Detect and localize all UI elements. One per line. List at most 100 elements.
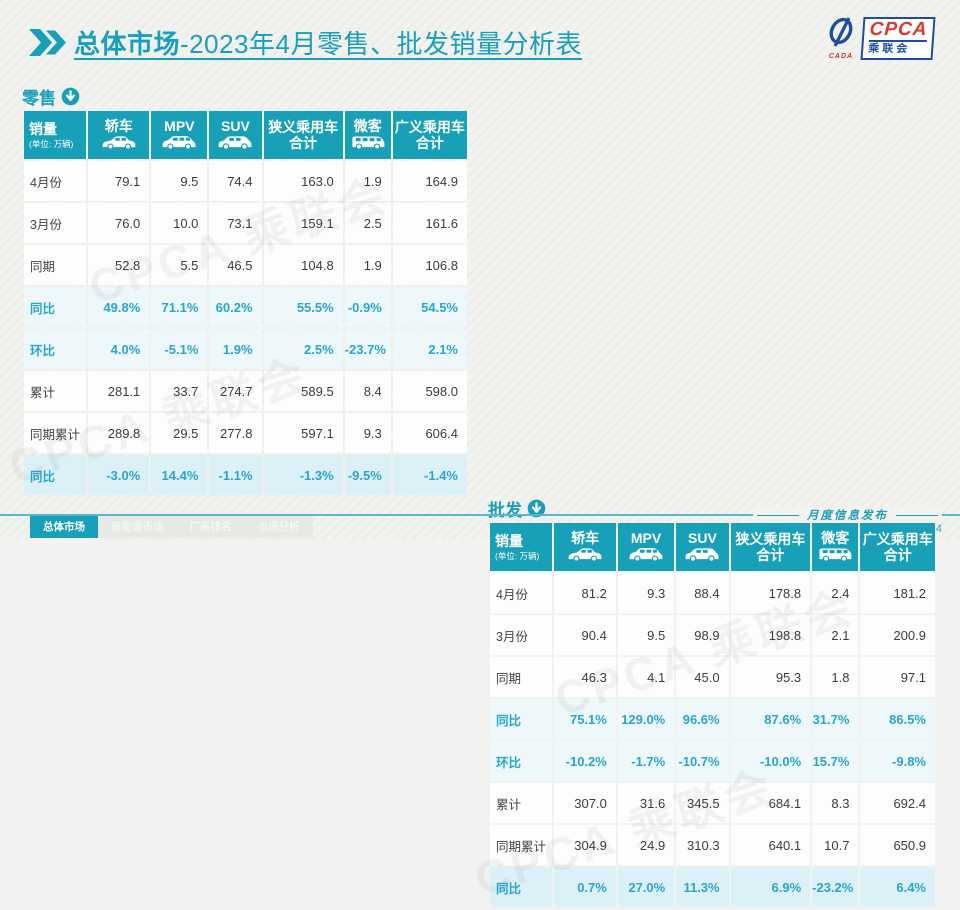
down-arrow-circle-icon bbox=[527, 499, 546, 518]
table-cell: -1.3% bbox=[263, 455, 343, 495]
table-cell: 1.9 bbox=[344, 245, 391, 285]
table-cell: 277.8 bbox=[209, 413, 262, 453]
table-cell: -23.7% bbox=[344, 329, 391, 369]
table-cell: 27.0% bbox=[617, 867, 675, 907]
cpca-logo-box: CPCA 乘联会 bbox=[860, 16, 936, 60]
table-row: 同比 75.1% 129.0% 96.6% 87.6% 31.7% 86.5% bbox=[490, 699, 935, 739]
footer-rule bbox=[0, 514, 960, 516]
table-cell: 8.4 bbox=[344, 371, 391, 411]
column-header: 轿车 bbox=[554, 523, 616, 571]
row-label: 环比 bbox=[24, 329, 87, 369]
publish-dash-right bbox=[896, 514, 938, 516]
table-cell: 307.0 bbox=[554, 783, 616, 823]
table-cell: 11.3% bbox=[676, 867, 729, 907]
table-cell: 46.5 bbox=[209, 245, 262, 285]
row-label: 累计 bbox=[24, 371, 87, 411]
cpca-cn-label: 乘联会 bbox=[867, 42, 911, 55]
table-cell: 4.0% bbox=[88, 329, 150, 369]
retail-section: 零售 CPCA 乘联会 CPCA 乘联会 销量(单位: 万辆)轿车MPVSUV狭… bbox=[3, 85, 469, 497]
table-cell: 52.8 bbox=[88, 245, 150, 285]
table-cell: 684.1 bbox=[730, 783, 811, 823]
table-row: 4月份 81.2 9.3 88.4 178.8 2.4 181.2 bbox=[490, 573, 935, 613]
table-cell: 86.5% bbox=[860, 699, 935, 739]
retail-table: 销量 (单位: 万辆) 轿车 MPV SUV 狭义乘用车 合计 微客 广义乘用车 合计 4月份 79.… bbox=[22, 109, 469, 497]
mpv-icon bbox=[151, 135, 207, 151]
sedan-icon bbox=[88, 135, 149, 151]
table-cell: 181.2 bbox=[860, 573, 935, 613]
wholesale-table: 销量 (单位: 万辆) 轿车 MPV SUV 狭义乘用车 合计 微客 广义乘用车 合计 4月份 81.… bbox=[488, 521, 937, 909]
table-cell: 198.8 bbox=[730, 615, 811, 655]
cada-label: CADA bbox=[828, 53, 854, 60]
table-cell: 90.4 bbox=[554, 615, 616, 655]
table-cell: 597.1 bbox=[263, 413, 343, 453]
footer-tab-3[interactable]: 市场分析 bbox=[244, 516, 313, 538]
table-cell: 98.9 bbox=[676, 615, 729, 655]
cpca-swoosh-icon bbox=[829, 17, 853, 47]
table-cell: 79.1 bbox=[88, 161, 150, 201]
column-header: 销量 (单位: 万辆) bbox=[24, 111, 87, 159]
table-cell: 5.5 bbox=[151, 245, 208, 285]
table-cell: 289.8 bbox=[88, 413, 150, 453]
table-cell: -0.9% bbox=[344, 287, 391, 327]
table-cell: 310.3 bbox=[676, 825, 729, 865]
suv-icon bbox=[209, 135, 261, 151]
table-cell: 24.9 bbox=[617, 825, 675, 865]
column-header: SUV bbox=[209, 111, 262, 159]
row-label: 同期累计 bbox=[24, 413, 87, 453]
table-cell: 2.5 bbox=[344, 203, 391, 243]
table-cell: 9.3 bbox=[344, 413, 391, 453]
table-cell: 345.5 bbox=[676, 783, 729, 823]
table-cell: 15.7% bbox=[812, 741, 859, 781]
footer-tabs: 总体市场 新能源市场 厂商排名 市场分析 bbox=[30, 516, 313, 538]
row-label: 4月份 bbox=[490, 573, 553, 613]
page-title: 总体市场-2023年4月零售、批发销量分析表 bbox=[74, 24, 582, 61]
table-cell: 33.7 bbox=[151, 371, 208, 411]
table-cell: 10.0 bbox=[151, 203, 208, 243]
van-icon bbox=[812, 547, 858, 563]
table-cell: 606.4 bbox=[392, 413, 467, 453]
wholesale-section: 批发 CPCA 乘联会 CPCA 乘联会 销量(单位: 万辆)轿车MPVSUV狭… bbox=[469, 497, 937, 909]
table-cell: 31.7% bbox=[812, 699, 859, 739]
table-cell: 95.3 bbox=[730, 657, 811, 697]
table-cell: -9.5% bbox=[344, 455, 391, 495]
row-label: 3月份 bbox=[490, 615, 553, 655]
table-row: 3月份 76.0 10.0 73.1 159.1 2.5 161.6 bbox=[24, 203, 467, 243]
table-cell: 97.1 bbox=[860, 657, 935, 697]
table-cell: 60.2% bbox=[209, 287, 262, 327]
table-cell: 14.4% bbox=[151, 455, 208, 495]
table-cell: 1.8 bbox=[812, 657, 859, 697]
table-cell: 45.0 bbox=[676, 657, 729, 697]
table-cell: 81.2 bbox=[554, 573, 616, 613]
row-label: 同比 bbox=[24, 287, 87, 327]
row-label: 4月份 bbox=[24, 161, 87, 201]
footer-tab-2[interactable]: 厂商排名 bbox=[176, 516, 245, 538]
table-row: 同比 49.8% 71.1% 60.2% 55.5% -0.9% 54.5% bbox=[24, 287, 467, 327]
footer-tab-0[interactable]: 总体市场 bbox=[30, 516, 98, 538]
column-header: 狭义乘用车 合计 bbox=[730, 523, 811, 571]
publish-label: 月度信息发布 bbox=[807, 508, 888, 522]
footer-tab-1[interactable]: 新能源市场 bbox=[98, 516, 177, 538]
table-row: 同比 -3.0% 14.4% -1.1% -1.3% -9.5% -1.4% bbox=[24, 455, 467, 495]
table-cell: 274.7 bbox=[209, 371, 262, 411]
table-cell: 75.1% bbox=[554, 699, 616, 739]
table-cell: 598.0 bbox=[392, 371, 467, 411]
publish-banner: 月度信息发布 bbox=[753, 507, 942, 523]
sedan-icon bbox=[554, 547, 615, 563]
table-row: 同期累计 304.9 24.9 310.3 640.1 10.7 650.9 bbox=[490, 825, 935, 865]
table-cell: -1.4% bbox=[392, 455, 467, 495]
table-cell: 640.1 bbox=[730, 825, 811, 865]
table-cell: 650.9 bbox=[860, 825, 935, 865]
table-row: 同期 46.3 4.1 45.0 95.3 1.8 97.1 bbox=[490, 657, 935, 697]
table-cell: 104.8 bbox=[263, 245, 343, 285]
table-cell: 2.1% bbox=[392, 329, 467, 369]
table-cell: 46.3 bbox=[554, 657, 616, 697]
table-row: 4月份 79.1 9.5 74.4 163.0 1.9 164.9 bbox=[24, 161, 467, 201]
table-cell: 106.8 bbox=[392, 245, 467, 285]
column-header: 广义乘用车 合计 bbox=[860, 523, 935, 571]
row-label: 同比 bbox=[490, 699, 553, 739]
table-cell: 159.1 bbox=[263, 203, 343, 243]
column-header: 轿车 bbox=[88, 111, 150, 159]
column-header: MPV bbox=[151, 111, 208, 159]
double-chevron-icon bbox=[29, 29, 66, 56]
table-cell: -1.1% bbox=[209, 455, 262, 495]
